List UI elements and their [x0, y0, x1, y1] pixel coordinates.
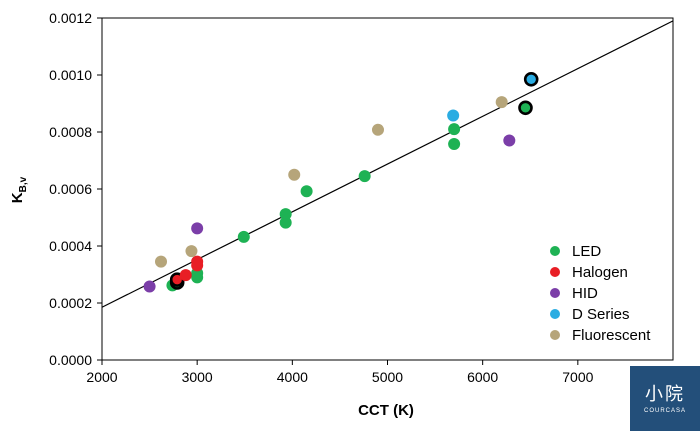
y-tick-labels: 0.0000 0.0002 0.0004 0.0006 0.0008 0.0010 0.00…	[49, 10, 92, 368]
axes	[97, 17, 674, 365]
x-tick-label: 6000	[467, 369, 498, 385]
point-led	[358, 170, 371, 183]
x-tick-labels: 2000 3000 4000 5000 6000 7000	[86, 369, 593, 385]
watermark-cn: 小院	[645, 384, 685, 405]
point-fluorescent	[288, 168, 301, 181]
legend-marker	[550, 288, 560, 298]
x-tick-label: 5000	[372, 369, 403, 385]
point-hid	[503, 134, 516, 147]
watermark-en: COURCASA	[643, 408, 686, 414]
y-axis-title-main: K	[9, 192, 26, 203]
point-fluorescent	[495, 96, 508, 109]
y-axis-title: KB,v	[9, 176, 29, 203]
point-led	[448, 137, 461, 150]
y-tick-label: 0.0002	[49, 295, 92, 311]
x-tick-label: 7000	[562, 369, 593, 385]
point-led	[279, 208, 292, 221]
y-tick-label: 0.0008	[49, 124, 92, 140]
y-tick-label: 0.0006	[49, 181, 92, 197]
legend-label: D Series	[572, 306, 630, 323]
legend-marker	[550, 309, 560, 319]
point-fluorescent	[371, 123, 384, 136]
point-fluorescent	[155, 255, 168, 268]
legend-marker	[550, 330, 560, 340]
legend-label: Halogen	[572, 264, 628, 281]
point-hid	[191, 222, 204, 235]
point-fluorescent	[185, 245, 198, 258]
point-d-series	[523, 71, 539, 87]
y-tick-label: 0.0010	[49, 67, 92, 83]
point-led	[448, 123, 461, 136]
x-axis-title: CCT (K)	[358, 402, 414, 419]
point-led	[279, 216, 292, 229]
data-points	[143, 71, 539, 293]
legend-marker	[550, 246, 560, 256]
watermark-badge: 小院 COURCASA	[630, 366, 700, 431]
point-halogen	[191, 255, 204, 268]
point-led	[300, 185, 313, 198]
legend-label: Fluorescent	[572, 327, 651, 344]
x-tick-label: 3000	[182, 369, 213, 385]
x-tick-label: 4000	[277, 369, 308, 385]
legend-marker	[550, 267, 560, 277]
y-tick-label: 0.0004	[49, 238, 92, 254]
legend-label: HID	[572, 285, 598, 302]
legend: LED Halogen HID D Series Fluorescent	[550, 243, 651, 344]
y-tick-label: 0.0012	[49, 10, 92, 26]
point-led	[237, 230, 250, 243]
y-axis-title-sub: B,v	[18, 176, 29, 192]
point-halogen	[179, 269, 192, 282]
point-d-series	[447, 109, 460, 122]
point-hid	[143, 280, 156, 293]
legend-label: LED	[572, 243, 601, 260]
y-tick-label: 0.0000	[49, 352, 92, 368]
x-tick-label: 2000	[86, 369, 117, 385]
point-led	[518, 100, 533, 116]
